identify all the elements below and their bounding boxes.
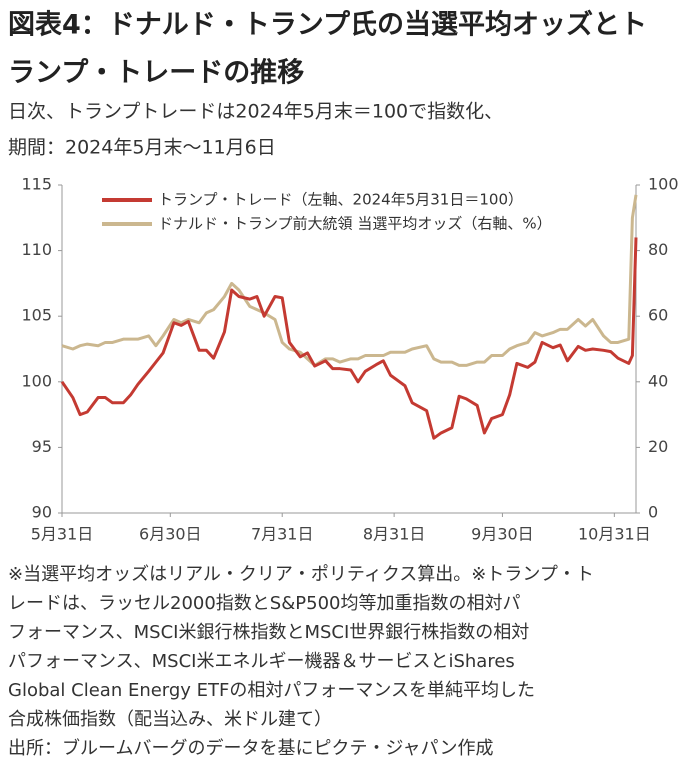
y-tick-label: 100 <box>21 371 52 390</box>
note: Global Clean Energy ETFの相対パフォーマンスを単純平均した <box>8 680 535 701</box>
note: レードは、ラッセル2000指数とS&P500均等加重指数の相対パ <box>8 593 520 614</box>
series-line <box>61 194 638 367</box>
y-tick-label: 90 <box>32 503 52 522</box>
y-tick-label: 115 <box>21 175 52 194</box>
y-tick-label: 105 <box>21 306 52 325</box>
chart-title: ランプ・トレードの推移 <box>8 58 304 89</box>
note: パフォーマンス、MSCI米エネルギー機器＆サービスとiShares <box>8 651 515 672</box>
x-tick-label: 8月31日 <box>363 525 426 544</box>
y2-tick-label: 100 <box>648 175 679 194</box>
note: 出所：ブルームバーグのデータを基にピクテ・ジャパン作成 <box>8 737 493 759</box>
y2-tick-label: 80 <box>648 240 668 259</box>
note: 合成株価指数（配当込み、米ドル建て） <box>8 709 332 730</box>
y2-tick-label: 60 <box>648 306 668 325</box>
y2-tick-label: 0 <box>648 503 658 522</box>
chart-subtitle: 期間：2024年5月末～11月6日 <box>8 137 276 159</box>
x-tick-label: 9月30日 <box>471 525 534 544</box>
y2-tick-label: 20 <box>648 437 668 456</box>
note: フォーマンス、MSCI米銀行株指数とMSCI世界銀行株指数の相対 <box>8 622 529 643</box>
x-tick-label: 10月31日 <box>578 525 651 544</box>
x-tick-label: 5月31日 <box>31 525 94 544</box>
chart-title: 図表4：ドナルド・トランプ氏の当選平均オッズとト <box>8 9 647 41</box>
x-tick-label: 7月31日 <box>251 525 314 544</box>
y-tick-label: 95 <box>32 437 52 456</box>
y-tick-label: 110 <box>21 240 52 259</box>
legend-label: ドナルド・トランプ前大統領 当選平均オッズ（右軸、%） <box>158 215 552 233</box>
x-tick-label: 6月30日 <box>139 525 202 544</box>
series-line <box>60 237 638 440</box>
chart-subtitle: 日次、トランプトレードは2024年5月末＝100で指数化、 <box>8 101 503 123</box>
note: ※当選平均オッズはリアル・クリア・ポリティクス算出。※トランプ・ト <box>8 564 594 585</box>
legend-label: トランプ・トレード（左軸、2024年5月31日＝100） <box>158 191 523 209</box>
y2-tick-label: 40 <box>648 371 668 390</box>
